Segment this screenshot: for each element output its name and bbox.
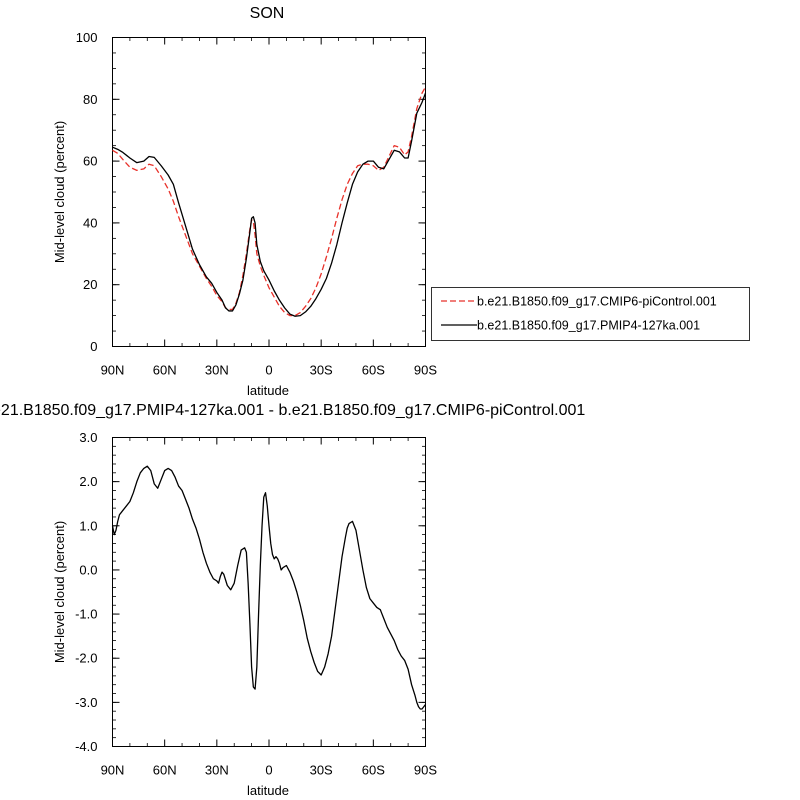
top-plot-frame (112, 37, 426, 347)
y-tick-label: -2.0 (75, 651, 97, 666)
x-tick-label: 90N (101, 763, 125, 778)
x-tick-label: 90S (414, 763, 437, 778)
y-tick-label: 3.0 (79, 430, 97, 445)
bottom-title: b.e21.B1850.f09_g17.PMIP4-127ka.001 - b.… (0, 402, 585, 419)
legend-label-picontrol: b.e21.B1850.f09_g17.CMIP6-piControl.001 (477, 295, 717, 309)
y-tick-label: 40 (83, 215, 97, 230)
top-y-axis-label: Mid-level cloud (percent) (52, 121, 67, 263)
bottom-panel: b.e21.B1850.f09_g17.PMIP4-127ka.001 - b.… (0, 402, 585, 798)
x-tick-label: 0 (265, 363, 272, 378)
bottom-grid: 90N 60N 30N 0 30S 60S 90S -4.0 -3.0 -2.0 -1.0 0.0 1.… (75, 430, 437, 778)
legend: b.e21.B1850.f09_g17.CMIP6-piControl.001 … (431, 287, 750, 341)
top-x-axis-label: latitude (247, 383, 289, 398)
y-tick-label: 20 (83, 277, 97, 292)
y-tick-label: -1.0 (75, 607, 97, 622)
y-tick-label: 100 (76, 30, 98, 45)
x-tick-label: 0 (265, 763, 272, 778)
x-tick-label: 60N (153, 363, 177, 378)
legend-box (431, 287, 750, 341)
x-tick-label: 30S (310, 763, 333, 778)
series-line-0 (112, 86, 427, 317)
y-tick-label: -3.0 (75, 695, 97, 710)
bottom-series-layer (111, 465, 427, 710)
top-title: SON (250, 5, 285, 22)
x-tick-label: 30N (205, 763, 229, 778)
top-panel: SON 90N 60N 30N 0 30S 60S 90S 0 20 40 60 80 100 lati… (52, 5, 437, 398)
x-tick-label: 60S (362, 363, 385, 378)
legend-label-127ka: b.e21.B1850.f09_g17.PMIP4-127ka.001 (477, 319, 700, 333)
x-tick-label: 90N (101, 363, 125, 378)
x-tick-label: 90S (414, 363, 437, 378)
bottom-x-axis-label: latitude (247, 783, 289, 798)
y-tick-label: 60 (83, 154, 97, 169)
y-tick-label: 80 (83, 92, 97, 107)
top-grid: 90N 60N 30N 0 30S 60S 90S 0 20 40 60 80 100 (76, 30, 438, 378)
bottom-plot-frame (112, 437, 426, 747)
top-series-layer (112, 86, 427, 317)
y-tick-label: 1.0 (79, 518, 97, 533)
x-tick-label: 30N (205, 363, 229, 378)
y-tick-label: 2.0 (79, 474, 97, 489)
x-tick-label: 60N (153, 763, 177, 778)
x-tick-label: 60S (362, 763, 385, 778)
y-tick-label: 0 (90, 339, 97, 354)
series-line-1 (112, 92, 427, 317)
series-line-0 (111, 465, 427, 710)
x-tick-label: 30S (310, 363, 333, 378)
bottom-y-axis-label: Mid-level cloud (percent) (52, 521, 67, 663)
y-tick-label: -4.0 (75, 739, 97, 754)
y-tick-label: 0.0 (79, 562, 97, 577)
